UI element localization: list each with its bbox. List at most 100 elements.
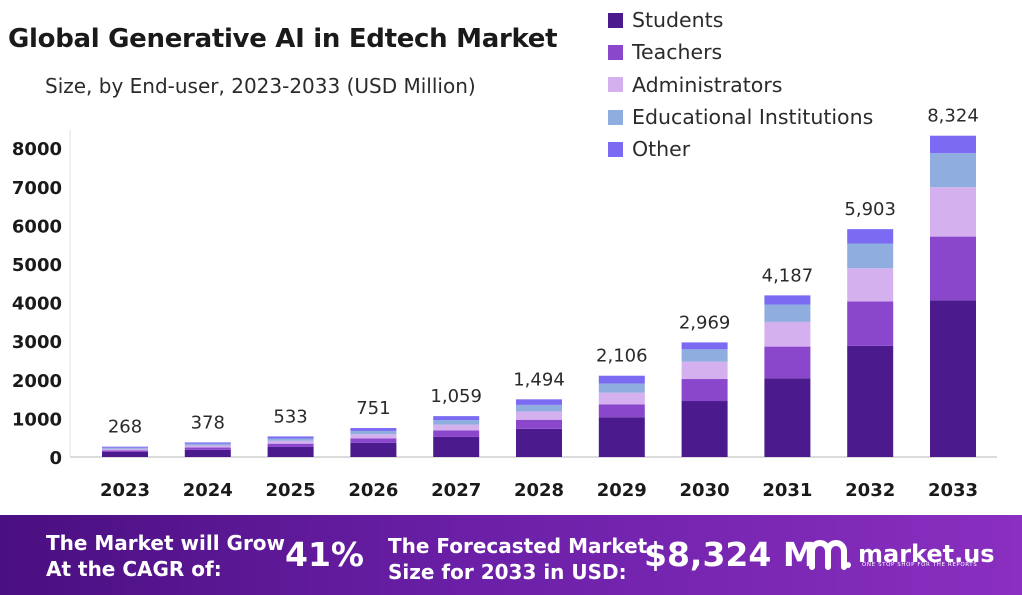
bar-total-label: 378 — [191, 412, 225, 433]
legend-item-other: Other — [608, 133, 873, 165]
bar-segment-administrators — [598, 392, 645, 405]
bar-segment-administrators — [350, 434, 397, 439]
x-tick-label: 2023 — [100, 480, 150, 501]
bar-segment-other — [598, 375, 645, 384]
bar-segment-other — [516, 399, 562, 405]
legend-label-teachers: Teachers — [632, 40, 723, 65]
bar-segment-educational-institutions — [847, 243, 894, 269]
legend-swatch-administrators — [608, 77, 623, 93]
y-tick-label: 7000 — [12, 178, 62, 199]
bar-total-label: 2,969 — [679, 312, 731, 333]
bar-segment-administrators — [764, 321, 811, 347]
bar-segment-teachers — [764, 346, 811, 379]
cagr-label: The Market will Grow At the CAGR of: — [46, 530, 285, 582]
bar-segment-teachers — [267, 443, 314, 447]
bar-segment-other — [433, 416, 480, 421]
forecast-label-line2: Size for 2033 in USD: — [388, 560, 627, 584]
bar-segment-other — [847, 229, 894, 244]
bar-segment-teachers — [516, 419, 562, 429]
y-tick-label: 3000 — [12, 332, 62, 353]
x-tick-label: 2027 — [431, 480, 481, 501]
market-us-logo-icon — [809, 540, 851, 570]
bar-segment-educational-institutions — [681, 349, 728, 362]
chart-title: Global Generative AI in Edtech Market — [8, 24, 558, 54]
bar-segment-administrators — [681, 361, 728, 380]
bar-segment-teachers — [350, 438, 397, 443]
bar-total-label: 1,059 — [430, 386, 482, 407]
bar-segment-teachers — [598, 404, 645, 418]
bar-total-label: 2,106 — [596, 346, 648, 367]
bar-total-label: 5,903 — [844, 199, 896, 220]
bar-segment-students — [102, 451, 148, 457]
x-tick-label: 2030 — [680, 480, 730, 501]
bar-total-label: 4,187 — [762, 265, 814, 286]
market-us-logo[interactable]: market.us ONE STOP SHOP FOR THE REPORTS — [808, 537, 995, 571]
bar-segment-students — [516, 428, 562, 457]
x-tick-label: 2026 — [348, 480, 398, 501]
legend-swatch-other — [608, 141, 623, 157]
chart-subtitle: Size, by End-user, 2023-2033 (USD Millio… — [45, 74, 476, 98]
x-tick-label: 2028 — [514, 480, 564, 501]
bar-segment-other — [930, 135, 976, 154]
bar-segment-teachers — [102, 450, 148, 452]
y-tick-label: 5000 — [12, 255, 62, 276]
bar-total-label: 1,494 — [513, 369, 565, 390]
bar-segment-educational-institutions — [598, 383, 645, 393]
bar-segment-educational-institutions — [350, 430, 397, 435]
forecast-label-line1: The Forecasted Market — [388, 534, 648, 558]
bar-segment-students — [764, 378, 811, 457]
bar-segment-other — [267, 436, 314, 439]
bar-segment-teachers — [847, 301, 894, 346]
y-tick-label: 8000 — [12, 139, 62, 160]
bar-segment-administrators — [184, 445, 231, 448]
bar-total-label: 8,324 — [927, 106, 979, 127]
bar-segment-administrators — [267, 440, 314, 444]
legend-item-administrators: Administrators — [608, 69, 873, 101]
bar-segment-teachers — [930, 236, 976, 301]
bar-total-label: 533 — [273, 406, 307, 427]
y-tick-label: 6000 — [12, 216, 62, 237]
x-tick-label: 2033 — [928, 480, 978, 501]
bar-segment-administrators — [516, 411, 562, 420]
logo-name: market.us — [858, 540, 995, 568]
cagr-value: 41% — [285, 535, 364, 574]
x-tick-label: 2029 — [597, 480, 647, 501]
bar-segment-educational-institutions — [433, 420, 480, 425]
y-tick-label: 1000 — [12, 409, 62, 430]
legend-item-teachers: Teachers — [608, 36, 873, 68]
bar-segment-administrators — [930, 187, 976, 237]
legend-swatch-teachers — [608, 44, 623, 60]
y-tick-label: 4000 — [12, 294, 62, 315]
bar-segment-students — [433, 436, 480, 457]
y-tick-label: 2000 — [12, 371, 62, 392]
y-tick-label: 0 — [49, 448, 62, 469]
bar-segment-teachers — [681, 379, 728, 402]
bar-total-label: 268 — [108, 417, 142, 438]
legend-label-administrators: Administrators — [632, 72, 783, 97]
bar-segment-students — [930, 300, 976, 457]
bar-segment-educational-institutions — [102, 447, 148, 449]
legend-swatch-students — [608, 12, 623, 28]
bar-segment-other — [681, 342, 728, 350]
forecast-value: $8,324 M — [644, 535, 816, 574]
bar-segment-teachers — [433, 430, 480, 437]
x-tick-label: 2031 — [762, 480, 812, 501]
bar-segment-educational-institutions — [267, 438, 314, 441]
bar-segment-students — [267, 446, 314, 457]
bar-segment-other — [764, 295, 811, 305]
x-tick-label: 2024 — [183, 480, 233, 501]
legend-label-other: Other — [632, 137, 691, 162]
x-tick-label: 2032 — [845, 480, 895, 501]
bar-segment-educational-institutions — [516, 404, 562, 412]
x-tick-label: 2025 — [266, 480, 316, 501]
bar-segment-students — [681, 401, 728, 457]
forecast-label: The Forecasted Market Size for 2033 in U… — [388, 533, 647, 585]
chart-plot: 0 1000 2000 3000 4000 5000 6000 7000 8000 268 2023… — [12, 106, 997, 501]
cagr-label-line2: At the CAGR of: — [46, 557, 222, 581]
legend-item-educational-institutions: Educational Institutions — [608, 101, 873, 133]
logo-tagline: ONE STOP SHOP FOR THE REPORTS — [862, 562, 978, 568]
bar-segment-educational-institutions — [930, 153, 976, 188]
bar-segment-administrators — [102, 448, 148, 451]
bar-segment-other — [102, 446, 148, 448]
bar-segment-administrators — [847, 268, 894, 302]
